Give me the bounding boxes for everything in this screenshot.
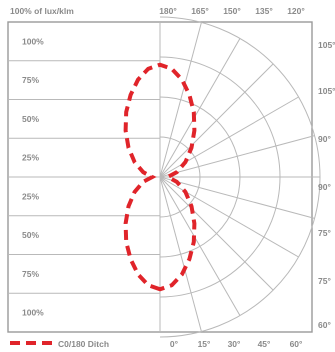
radial-label: 75% (22, 75, 39, 85)
radial-spoke (159, 176, 315, 219)
radial-spoke (159, 38, 241, 178)
bottom-angle-label: 15° (198, 339, 211, 349)
radial-spoke (159, 176, 202, 332)
radial-spoke (159, 135, 315, 178)
radial-label: 50% (22, 230, 39, 240)
radial-label: 50% (22, 114, 39, 124)
radial-label: 100% (22, 308, 44, 318)
radial-spoke (159, 22, 202, 178)
right-angle-label: 90° (318, 182, 331, 192)
right-angle-label: 90° (318, 134, 331, 144)
top-angle-label: 150° (223, 6, 241, 16)
radial-label: 25% (22, 153, 39, 163)
top-angle-label: 180° (159, 6, 177, 16)
bottom-angle-label: 45° (258, 339, 271, 349)
top-angle-label: 165° (191, 6, 209, 16)
radial-spoke (159, 63, 274, 178)
right-angle-label: 105° (318, 40, 335, 50)
header-left-label: 100% of lux/klm (10, 6, 74, 16)
right-angle-label: 75° (318, 228, 331, 238)
radial-label: 75% (22, 269, 39, 279)
right-angle-label: 105° (318, 86, 335, 96)
bottom-angle-label: 60° (290, 339, 303, 349)
radial-spoke (159, 176, 241, 316)
bottom-angle-label: 30° (228, 339, 241, 349)
top-angle-label: 120° (287, 6, 305, 16)
radial-label: 100% (22, 36, 44, 46)
top-angle-label: 135° (255, 6, 273, 16)
legend-label: C0/180 Ditch (58, 339, 109, 349)
right-angle-label: 75° (318, 276, 331, 286)
radial-spoke (159, 176, 299, 258)
radial-label: 25% (22, 191, 39, 201)
bottom-angle-label: 0° (170, 339, 179, 349)
radial-spoke (159, 176, 274, 291)
series-line (123, 62, 197, 292)
right-angle-label: 60° (318, 320, 331, 330)
